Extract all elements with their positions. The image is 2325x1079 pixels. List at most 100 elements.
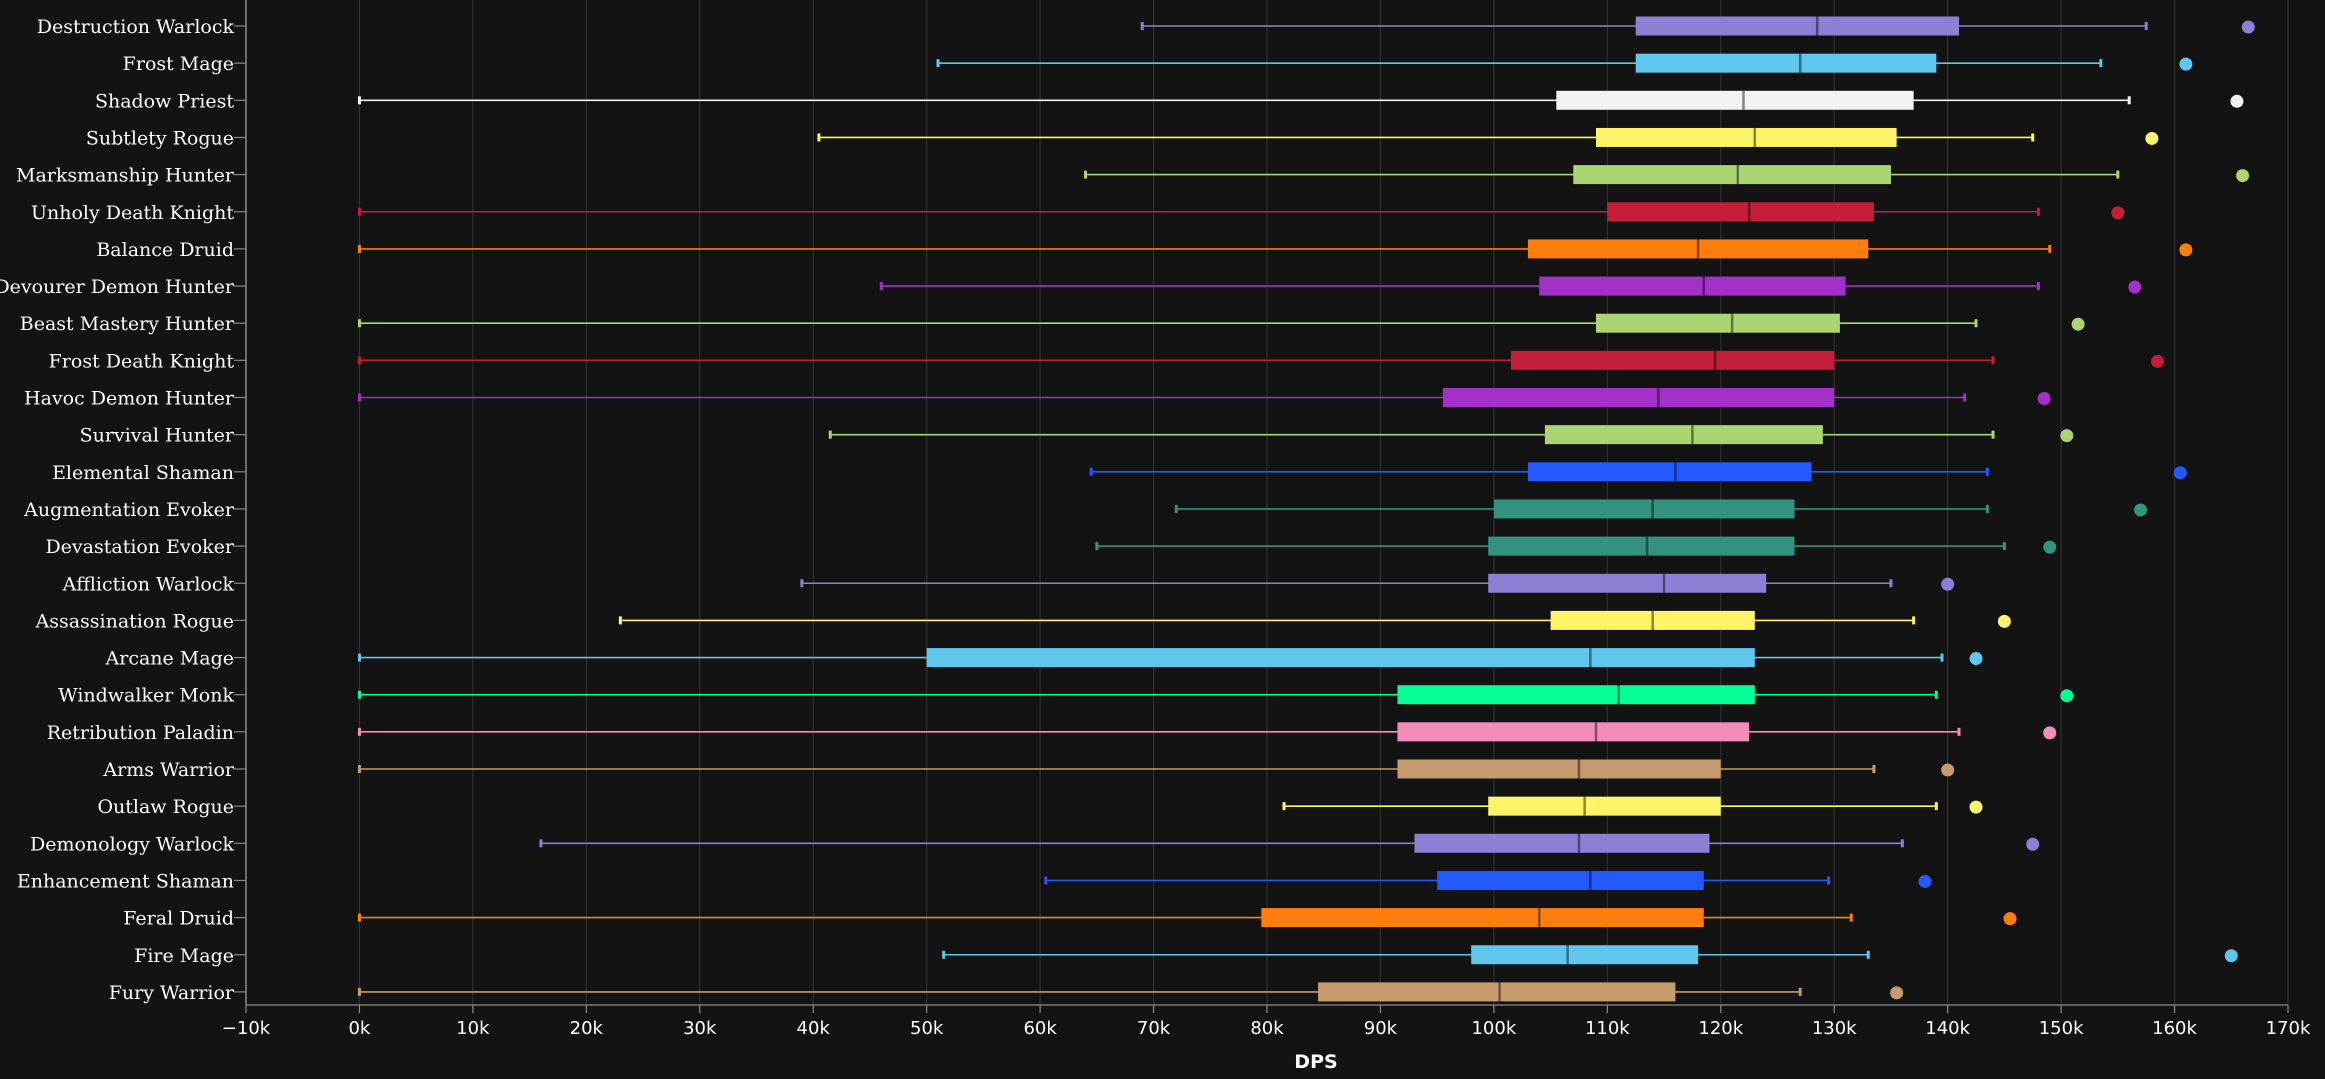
box-row: Devourer Demon Hunter bbox=[0, 276, 2142, 298]
box-row: Retribution Paladin bbox=[47, 722, 2057, 744]
max-point bbox=[1969, 800, 1983, 814]
row-label: Affliction Warlock bbox=[62, 573, 235, 595]
x-tick-label: 20k bbox=[570, 1018, 604, 1039]
max-point bbox=[1890, 986, 1904, 1000]
row-label: Enhancement Shaman bbox=[17, 870, 234, 892]
row-label: Balance Druid bbox=[96, 239, 234, 261]
iqr-box bbox=[1488, 536, 1795, 556]
iqr-box bbox=[1556, 90, 1914, 110]
x-tick-label: 40k bbox=[797, 1018, 831, 1039]
iqr-box bbox=[1573, 165, 1891, 185]
box-row: Devastation Evoker bbox=[45, 536, 2057, 558]
row-label: Marksmanship Hunter bbox=[16, 165, 235, 187]
iqr-box bbox=[1527, 239, 1869, 259]
max-point bbox=[2060, 429, 2074, 443]
max-point bbox=[2071, 317, 2085, 331]
max-point bbox=[2060, 689, 2074, 703]
box-row: Feral Druid bbox=[123, 908, 2017, 930]
box-row: Assassination Rogue bbox=[34, 610, 2011, 632]
x-tick-label: 80k bbox=[1250, 1018, 1284, 1039]
box-rows: Destruction Warlock Frost Mage Shadow Prie… bbox=[0, 16, 2255, 1004]
box-row: Havoc Demon Hunter bbox=[24, 388, 2051, 410]
iqr-box bbox=[1318, 982, 1676, 1002]
x-tick-label: 170k bbox=[2266, 1018, 2311, 1039]
iqr-box bbox=[1635, 53, 1937, 73]
iqr-box bbox=[1607, 202, 1874, 222]
max-point bbox=[2179, 243, 2193, 257]
iqr-box bbox=[1437, 870, 1704, 890]
iqr-box bbox=[1544, 425, 1823, 445]
box-row: Balance Druid bbox=[96, 239, 2193, 261]
max-point bbox=[2134, 503, 2148, 517]
x-tick-label: 150k bbox=[2039, 1018, 2084, 1039]
box-row: Beast Mastery Hunter bbox=[20, 313, 2085, 335]
x-tick-label: 90k bbox=[1364, 1018, 1398, 1039]
iqr-box bbox=[1550, 610, 1755, 630]
box-row: Subtlety Rogue bbox=[86, 127, 2159, 149]
max-point bbox=[1997, 614, 2011, 628]
iqr-box bbox=[1527, 462, 1812, 482]
iqr-box bbox=[1414, 833, 1710, 853]
max-point bbox=[1969, 652, 1983, 666]
row-label: Arms Warrior bbox=[102, 759, 234, 781]
max-point bbox=[2236, 169, 2250, 183]
iqr-box bbox=[1397, 722, 1750, 742]
x-tick-label: 70k bbox=[1137, 1018, 1171, 1039]
x-axis-ticks: −10k 0k 10k 20k 30k 40k 50k 60k 70k 80k 90k 100k 110… bbox=[222, 1004, 2311, 1039]
x-tick-label: 120k bbox=[1698, 1018, 1743, 1039]
box-row: Destruction Warlock bbox=[37, 16, 2255, 38]
row-label: Fire Mage bbox=[134, 945, 234, 967]
row-label: Devourer Demon Hunter bbox=[0, 276, 235, 298]
box-row: Shadow Priest bbox=[95, 90, 2244, 112]
iqr-box bbox=[1539, 276, 1846, 296]
row-label: Destruction Warlock bbox=[37, 16, 235, 38]
box-row: Fury Warrior bbox=[109, 982, 1904, 1004]
iqr-box bbox=[1635, 16, 1960, 36]
row-label: Fury Warrior bbox=[109, 982, 235, 1004]
x-tick-label: 50k bbox=[910, 1018, 944, 1039]
iqr-box bbox=[1471, 945, 1699, 965]
row-label: Augmentation Evoker bbox=[23, 499, 235, 521]
max-point bbox=[2224, 949, 2238, 963]
iqr-box bbox=[1397, 759, 1721, 779]
max-point bbox=[2173, 466, 2187, 480]
box-row: Enhancement Shaman bbox=[17, 870, 1932, 892]
box-row: Augmentation Evoker bbox=[23, 499, 2148, 521]
row-label: Shadow Priest bbox=[95, 90, 234, 112]
row-label: Demonology Warlock bbox=[30, 833, 235, 855]
row-label: Assassination Rogue bbox=[34, 610, 234, 632]
row-label: Survival Hunter bbox=[80, 425, 235, 447]
row-label: Feral Druid bbox=[123, 908, 234, 930]
max-point bbox=[1941, 577, 1955, 591]
box-row: Marksmanship Hunter bbox=[16, 165, 2250, 187]
x-tick-label: 130k bbox=[1812, 1018, 1857, 1039]
x-axis-title: DPS bbox=[1294, 1051, 1337, 1073]
x-tick-label: 100k bbox=[1471, 1018, 1516, 1039]
iqr-box bbox=[1510, 350, 1835, 370]
max-point bbox=[2037, 392, 2051, 405]
max-point bbox=[2145, 131, 2159, 145]
max-point bbox=[2026, 837, 2040, 851]
grid-lines bbox=[245, 0, 2289, 1005]
x-tick-label: 30k bbox=[683, 1018, 717, 1039]
iqr-box bbox=[1261, 908, 1704, 928]
iqr-box bbox=[1488, 573, 1767, 593]
max-point bbox=[1941, 763, 1955, 777]
x-tick-label: 140k bbox=[1925, 1018, 1970, 1039]
box-row: Arms Warrior bbox=[102, 759, 1955, 781]
max-point bbox=[2003, 912, 2017, 926]
iqr-box bbox=[1442, 388, 1835, 407]
max-point bbox=[2128, 280, 2142, 294]
row-label: Havoc Demon Hunter bbox=[24, 388, 235, 410]
box-row: Unholy Death Knight bbox=[31, 202, 2125, 224]
row-label: Frost Mage bbox=[123, 53, 234, 75]
row-label: Devastation Evoker bbox=[45, 536, 234, 558]
box-row: Elemental Shaman bbox=[52, 462, 2187, 484]
max-point bbox=[2043, 726, 2057, 740]
box-row: Outlaw Rogue bbox=[97, 796, 1983, 818]
row-label: Windwalker Monk bbox=[58, 685, 234, 707]
box-row: Frost Mage bbox=[123, 53, 2193, 75]
max-point bbox=[1918, 874, 1932, 888]
